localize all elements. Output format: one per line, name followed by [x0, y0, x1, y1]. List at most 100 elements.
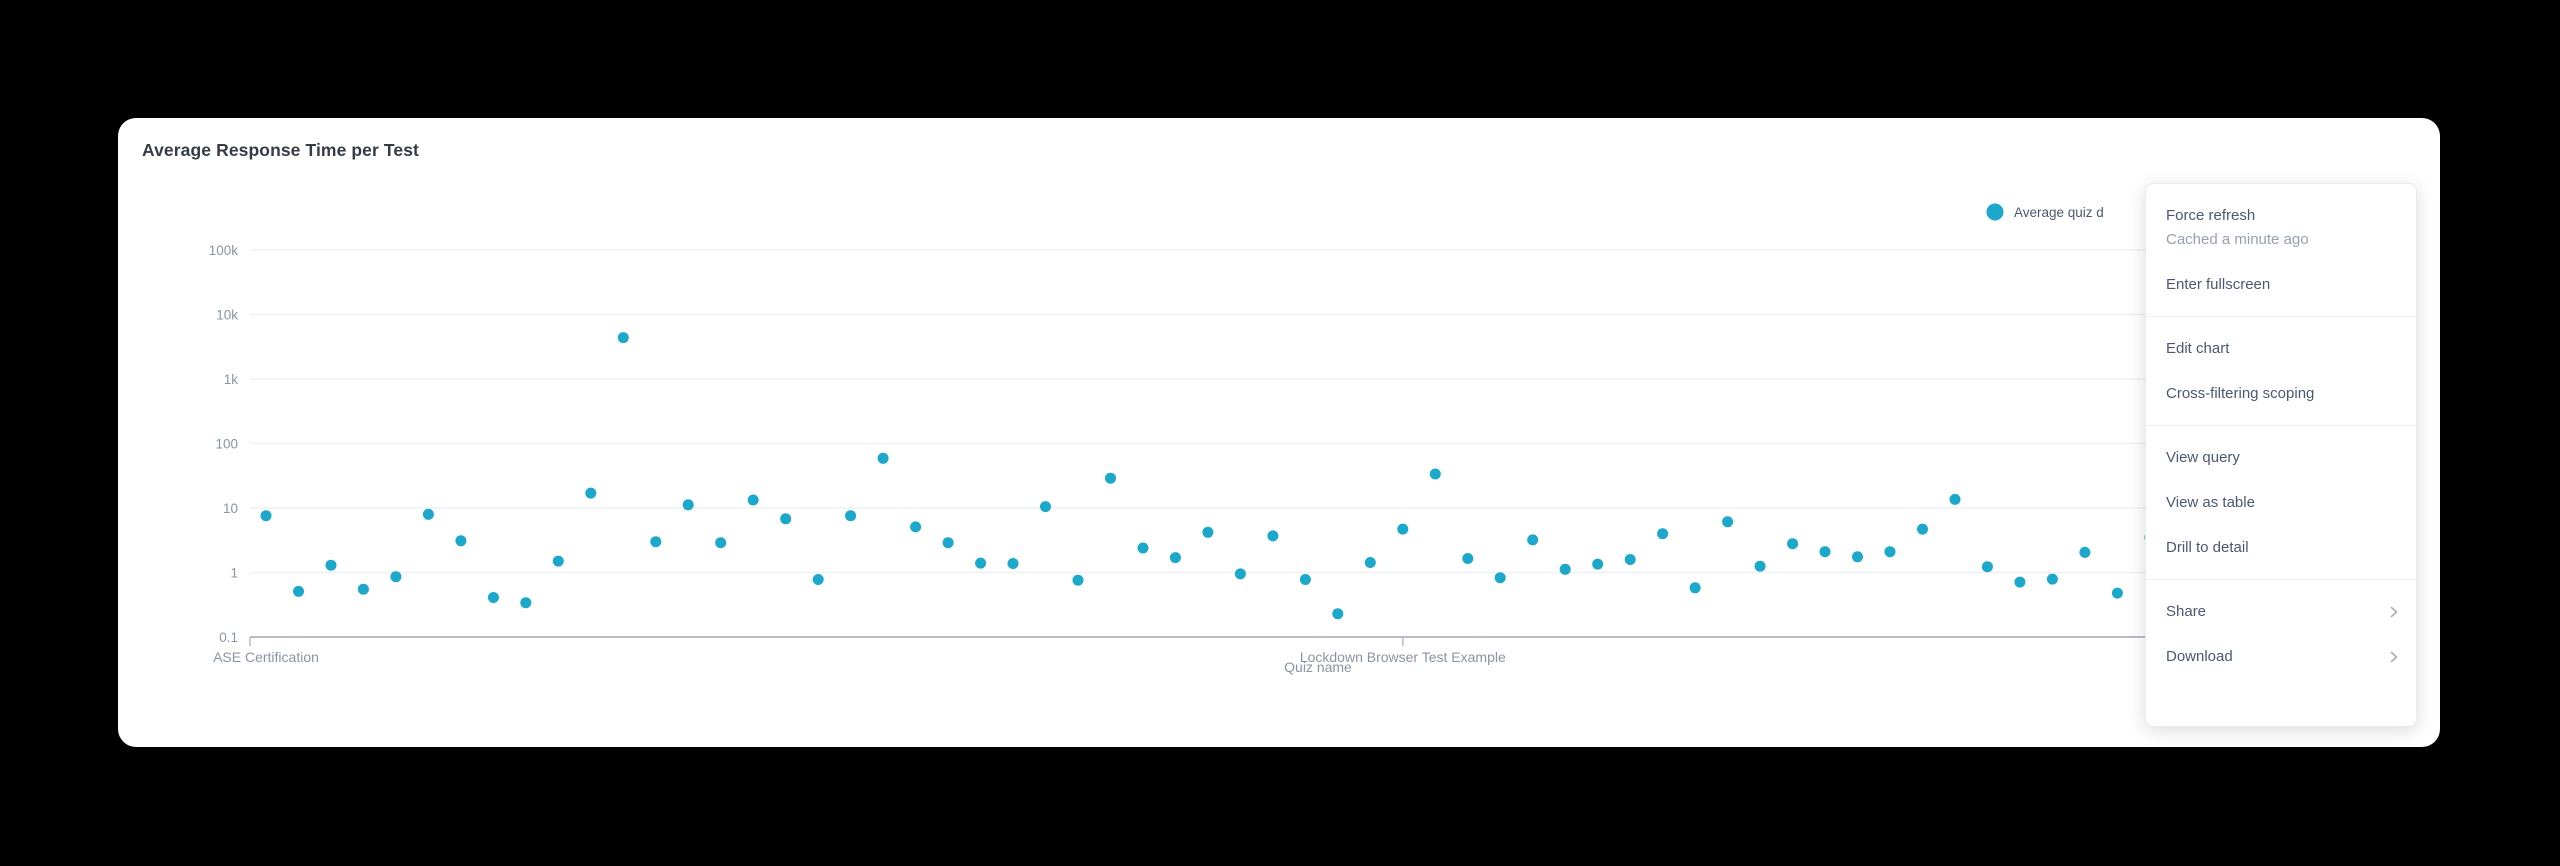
- data-point[interactable]: [1040, 501, 1051, 513]
- data-point[interactable]: [325, 559, 337, 571]
- scatter-chart: 100k 10k 1k 100 10 1 0.1 ASE Certification Lockd…: [209, 203, 2156, 675]
- x-axis-labels: ASE Certification Lockdown Browser Test E…: [213, 649, 1506, 675]
- data-point[interactable]: [975, 557, 987, 569]
- data-point[interactable]: [682, 499, 694, 511]
- data-point[interactable]: [942, 537, 954, 549]
- chart-area: 100k 10k 1k 100 10 1 0.1 ASE Certification Lockd…: [118, 118, 2440, 747]
- data-point[interactable]: [1689, 582, 1701, 594]
- data-point[interactable]: [1559, 563, 1571, 575]
- data-point[interactable]: [357, 583, 369, 595]
- data-point[interactable]: [747, 494, 759, 506]
- data-point[interactable]: [1332, 608, 1344, 620]
- data-point[interactable]: [2014, 576, 2026, 588]
- data-point[interactable]: [1105, 472, 1116, 484]
- menu-item-cross-filtering-scoping[interactable]: Cross-filtering scoping: [2146, 371, 2416, 416]
- menu-item-label: Share: [2166, 603, 2207, 620]
- data-point[interactable]: [1397, 523, 1409, 535]
- data-point[interactable]: [1917, 523, 1928, 535]
- y-axis-labels: 100k 10k 1k 100 10 1 0.1: [209, 243, 239, 645]
- data-point[interactable]: [552, 555, 564, 567]
- data-point[interactable]: [812, 574, 824, 585]
- y-tick-label: 100k: [209, 243, 239, 258]
- data-point[interactable]: [1949, 493, 1961, 505]
- data-point[interactable]: [1819, 546, 1831, 558]
- data-point[interactable]: [2046, 573, 2058, 585]
- menu-item-force-refresh[interactable]: Force refresh Cached a minute ago: [2146, 193, 2416, 262]
- gridlines: [250, 249, 2155, 574]
- data-point[interactable]: [1267, 530, 1279, 542]
- data-point[interactable]: [1527, 534, 1539, 546]
- data-point[interactable]: [1722, 516, 1734, 528]
- legend: Average quiz d: [1986, 203, 2104, 221]
- menu-item-edit-chart[interactable]: Edit chart: [2146, 326, 2416, 371]
- menu-section: Share Download: [2146, 579, 2416, 688]
- menu-item-download[interactable]: Download: [2146, 634, 2416, 679]
- chevron-right-icon: [2388, 651, 2400, 663]
- data-point[interactable]: [715, 537, 727, 549]
- data-point[interactable]: [293, 585, 304, 597]
- data-points: [260, 332, 2156, 620]
- x-axis: [249, 636, 2155, 646]
- data-point[interactable]: [1299, 574, 1311, 585]
- data-point[interactable]: [1169, 552, 1181, 564]
- x-tick-label: ASE Certification: [213, 649, 319, 665]
- y-tick-label: 0.1: [219, 630, 238, 645]
- data-point[interactable]: [1007, 558, 1019, 569]
- x-tick-label: Lockdown Browser Test Example: [1300, 649, 1506, 665]
- menu-item-label: Download: [2166, 648, 2233, 665]
- data-point[interactable]: [1884, 546, 1896, 558]
- data-point[interactable]: [1624, 554, 1636, 565]
- menu-item-share[interactable]: Share: [2146, 589, 2416, 634]
- data-point[interactable]: [260, 510, 272, 522]
- menu-item-view-query[interactable]: View query: [2146, 435, 2416, 480]
- data-point[interactable]: [1429, 468, 1441, 480]
- chevron-right-icon: [2388, 606, 2400, 618]
- data-point[interactable]: [422, 508, 434, 520]
- menu-item-label: Edit chart: [2166, 340, 2230, 357]
- dashboard-card: 100k 10k 1k 100 10 1 0.1 ASE Certification Lockd…: [118, 118, 2440, 747]
- data-point[interactable]: [1234, 568, 1246, 580]
- menu-item-label: Cross-filtering scoping: [2166, 385, 2315, 402]
- data-point[interactable]: [2111, 587, 2123, 599]
- data-point[interactable]: [2079, 546, 2091, 558]
- data-point[interactable]: [1494, 572, 1506, 584]
- data-point[interactable]: [1202, 526, 1214, 538]
- x-axis-title: Quiz name: [1284, 659, 1352, 675]
- data-point[interactable]: [1462, 553, 1474, 564]
- data-point[interactable]: [390, 571, 402, 583]
- menu-item-view-as-table[interactable]: View as table: [2146, 480, 2416, 525]
- data-point[interactable]: [617, 332, 629, 344]
- legend-label[interactable]: Average quiz d: [2014, 205, 2104, 220]
- y-tick-label: 1k: [224, 372, 239, 387]
- menu-item-label: Enter fullscreen: [2166, 276, 2271, 293]
- data-point[interactable]: [1787, 538, 1799, 550]
- menu-item-drill-to-detail[interactable]: Drill to detail: [2146, 525, 2416, 570]
- data-point[interactable]: [780, 513, 792, 525]
- menu-item-enter-fullscreen[interactable]: Enter fullscreen: [2146, 262, 2416, 307]
- menu-item-label: View as table: [2166, 494, 2255, 511]
- legend-dot-icon: [1986, 203, 2004, 221]
- data-point[interactable]: [1657, 528, 1669, 540]
- y-tick-label: 10: [223, 501, 238, 516]
- data-point[interactable]: [650, 536, 662, 548]
- data-point[interactable]: [1592, 558, 1604, 570]
- y-tick-label: 10k: [216, 308, 238, 323]
- data-point[interactable]: [585, 487, 597, 499]
- data-point[interactable]: [1852, 551, 1863, 563]
- menu-section: View query View as table Drill to detail: [2146, 425, 2416, 579]
- context-menu: Force refresh Cached a minute ago Enter fu…: [2145, 183, 2417, 727]
- data-point[interactable]: [1754, 560, 1766, 572]
- menu-item-sublabel: Cached a minute ago: [2166, 231, 2309, 248]
- menu-item-label: Drill to detail: [2166, 539, 2249, 556]
- data-point[interactable]: [877, 452, 889, 464]
- data-point[interactable]: [845, 510, 857, 522]
- data-point[interactable]: [1981, 561, 1993, 573]
- data-point[interactable]: [910, 521, 922, 533]
- data-point[interactable]: [455, 535, 467, 547]
- data-point[interactable]: [1072, 574, 1084, 586]
- data-point[interactable]: [520, 597, 532, 609]
- data-point[interactable]: [487, 592, 499, 603]
- data-point[interactable]: [1364, 557, 1376, 568]
- data-point[interactable]: [1137, 542, 1149, 554]
